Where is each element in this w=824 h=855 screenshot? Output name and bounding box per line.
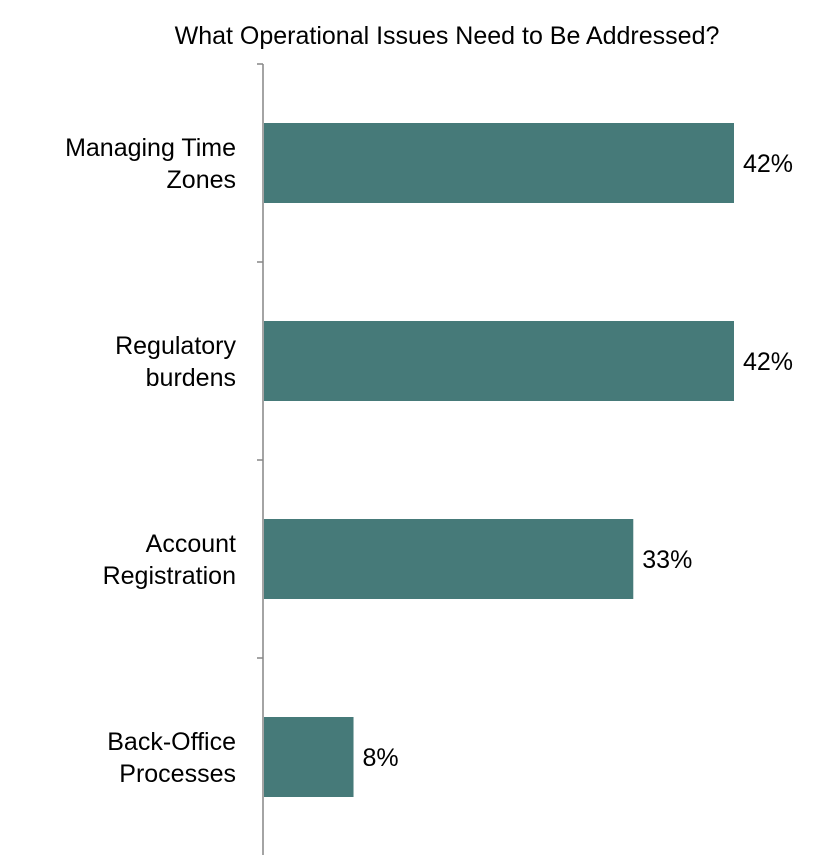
y-axis <box>257 63 264 855</box>
data-label: 42% <box>743 348 793 376</box>
data-label: 42% <box>743 150 793 178</box>
data-label: 33% <box>642 546 692 574</box>
category-labels: Managing Time Zones Regulatory burdens Accou… <box>65 134 236 788</box>
data-labels: 42% 42% 33% 8% <box>363 150 794 772</box>
category-label-line: Zones <box>167 166 236 194</box>
chart-title: What Operational Issues Need to Be Addre… <box>175 22 720 50</box>
bar <box>264 519 634 599</box>
bar <box>264 321 734 401</box>
category-label-line: Registration <box>103 562 236 590</box>
category-label-line: Regulatory <box>115 332 236 360</box>
bars-group <box>264 123 734 797</box>
bar <box>264 717 354 797</box>
category-label-line: burdens <box>146 364 236 392</box>
category-label: Account Registration <box>103 530 236 590</box>
category-label-line: Processes <box>119 760 236 788</box>
category-label: Regulatory burdens <box>115 332 236 392</box>
category-label-line: Account <box>146 530 236 558</box>
bar <box>264 123 734 203</box>
data-label: 8% <box>363 744 399 772</box>
category-label: Back-Office Processes <box>107 728 236 788</box>
category-label-line: Back-Office <box>107 728 236 756</box>
category-label: Managing Time Zones <box>65 134 236 194</box>
category-label-line: Managing Time <box>65 134 236 162</box>
